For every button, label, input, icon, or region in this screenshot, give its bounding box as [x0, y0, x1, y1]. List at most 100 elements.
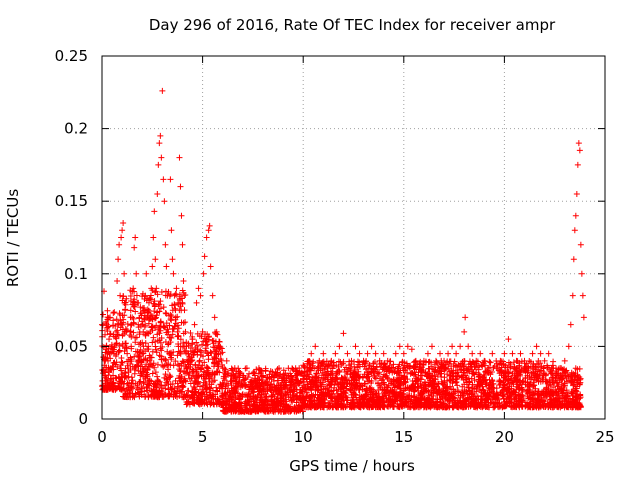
data-point [205, 227, 212, 234]
band-point [510, 402, 517, 409]
band-point [198, 341, 205, 348]
band-point [463, 374, 470, 381]
band-point [103, 375, 110, 382]
band-point [280, 367, 287, 374]
band-point [418, 368, 425, 375]
band-point [411, 364, 418, 371]
band-point [110, 379, 117, 386]
band-point [237, 384, 244, 391]
band-point [204, 341, 211, 348]
band-point [122, 301, 129, 308]
band-point [194, 330, 201, 337]
band-point [135, 352, 142, 359]
band-point [405, 396, 412, 403]
data-point [171, 292, 178, 299]
band-point [180, 319, 187, 326]
band-point [529, 404, 536, 411]
band-point [471, 377, 478, 384]
band-point [132, 366, 139, 373]
band-point [239, 392, 246, 399]
band-point [157, 305, 164, 312]
data-point [428, 343, 435, 350]
band-point [483, 393, 490, 400]
band-point [107, 330, 114, 337]
data-points [99, 87, 587, 415]
band-point [529, 369, 536, 376]
band-point [356, 359, 363, 366]
band-point [329, 378, 336, 385]
band-point [349, 371, 356, 378]
data-point [569, 292, 576, 299]
band-point [344, 401, 351, 408]
data-point [449, 343, 456, 350]
band-point [169, 331, 176, 338]
band-point [128, 333, 135, 340]
band-point [385, 376, 392, 383]
data-point [199, 328, 206, 335]
band-point [454, 387, 461, 394]
band-point [216, 338, 223, 345]
band-point [510, 377, 517, 384]
band-point [196, 358, 203, 365]
band-point [418, 395, 425, 402]
band-point [375, 379, 382, 386]
data-point [213, 328, 220, 335]
x-tick-label: 20 [495, 428, 514, 446]
data-point [477, 350, 484, 357]
band-point [115, 374, 122, 381]
data-point [108, 365, 115, 372]
data-point [144, 314, 151, 321]
band-point [339, 402, 346, 409]
band-point [402, 379, 409, 386]
data-point [308, 350, 315, 357]
band-point [497, 403, 504, 410]
data-point [280, 375, 287, 382]
band-point [122, 370, 129, 377]
band-point [165, 366, 172, 373]
band-point [127, 328, 134, 335]
band-point [232, 375, 239, 382]
band-point [102, 364, 109, 371]
band-point [158, 288, 165, 295]
data-point [509, 350, 516, 357]
band-point [162, 309, 169, 316]
band-point [364, 400, 371, 407]
band-point [147, 315, 154, 322]
band-point [444, 371, 451, 378]
data-point [130, 285, 137, 292]
band-point [144, 346, 151, 353]
band-point [158, 347, 165, 354]
band-point [230, 398, 237, 405]
band-point [186, 353, 193, 360]
band-point [165, 288, 172, 295]
band-point [155, 378, 162, 385]
band-point [312, 391, 319, 398]
data-point [137, 372, 144, 379]
band-point [285, 365, 292, 372]
band-point [563, 367, 570, 374]
band-point [502, 381, 509, 388]
data-point [193, 299, 200, 306]
band-point [185, 399, 192, 406]
band-point [368, 403, 375, 410]
band-point [370, 363, 377, 370]
band-point [390, 376, 397, 383]
band-point [260, 391, 267, 398]
band-point [327, 403, 334, 410]
band-point [162, 371, 169, 378]
data-point [163, 263, 170, 270]
data-point [408, 346, 415, 353]
band-point [119, 340, 126, 347]
band-point [192, 379, 199, 386]
band-point [476, 387, 483, 394]
band-point [425, 403, 432, 410]
band-point [385, 398, 392, 405]
band-point [127, 307, 134, 314]
band-point [129, 390, 136, 397]
data-point [162, 241, 169, 248]
band-point [453, 379, 460, 386]
band-point [158, 356, 165, 363]
band-point [516, 397, 523, 404]
data-point [462, 314, 469, 321]
band-point [485, 384, 492, 391]
